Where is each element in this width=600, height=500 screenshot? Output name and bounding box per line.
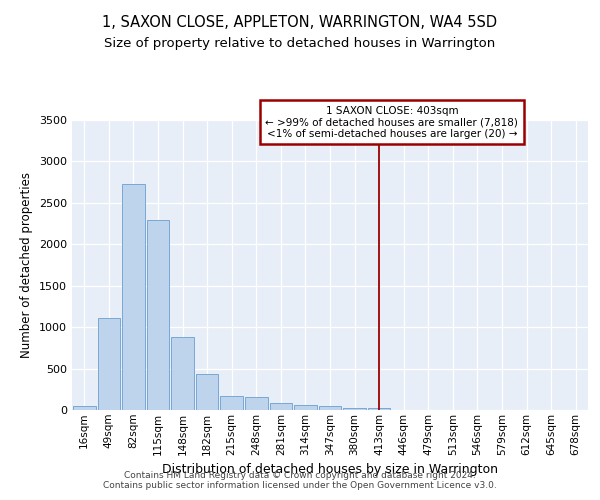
Bar xyxy=(146,220,169,410)
Bar xyxy=(122,184,145,410)
Bar xyxy=(98,318,120,410)
Bar xyxy=(294,405,317,410)
Text: 1, SAXON CLOSE, APPLETON, WARRINGTON, WA4 5SD: 1, SAXON CLOSE, APPLETON, WARRINGTON, WA… xyxy=(103,15,497,30)
Text: 1 SAXON CLOSE: 403sqm
← >99% of detached houses are smaller (7,818)
<1% of semi-: 1 SAXON CLOSE: 403sqm ← >99% of detached… xyxy=(265,106,518,138)
Bar xyxy=(343,408,366,410)
Bar xyxy=(269,402,292,410)
Bar xyxy=(220,396,243,410)
Text: Contains HM Land Registry data © Crown copyright and database right 2024.
Contai: Contains HM Land Registry data © Crown c… xyxy=(103,470,497,490)
X-axis label: Distribution of detached houses by size in Warrington: Distribution of detached houses by size … xyxy=(162,463,498,476)
Bar xyxy=(319,406,341,410)
Bar xyxy=(245,396,268,410)
Text: Size of property relative to detached houses in Warrington: Size of property relative to detached ho… xyxy=(104,38,496,51)
Y-axis label: Number of detached properties: Number of detached properties xyxy=(20,172,34,358)
Bar xyxy=(171,337,194,410)
Bar xyxy=(368,408,391,410)
Bar xyxy=(196,374,218,410)
Bar xyxy=(73,406,95,410)
